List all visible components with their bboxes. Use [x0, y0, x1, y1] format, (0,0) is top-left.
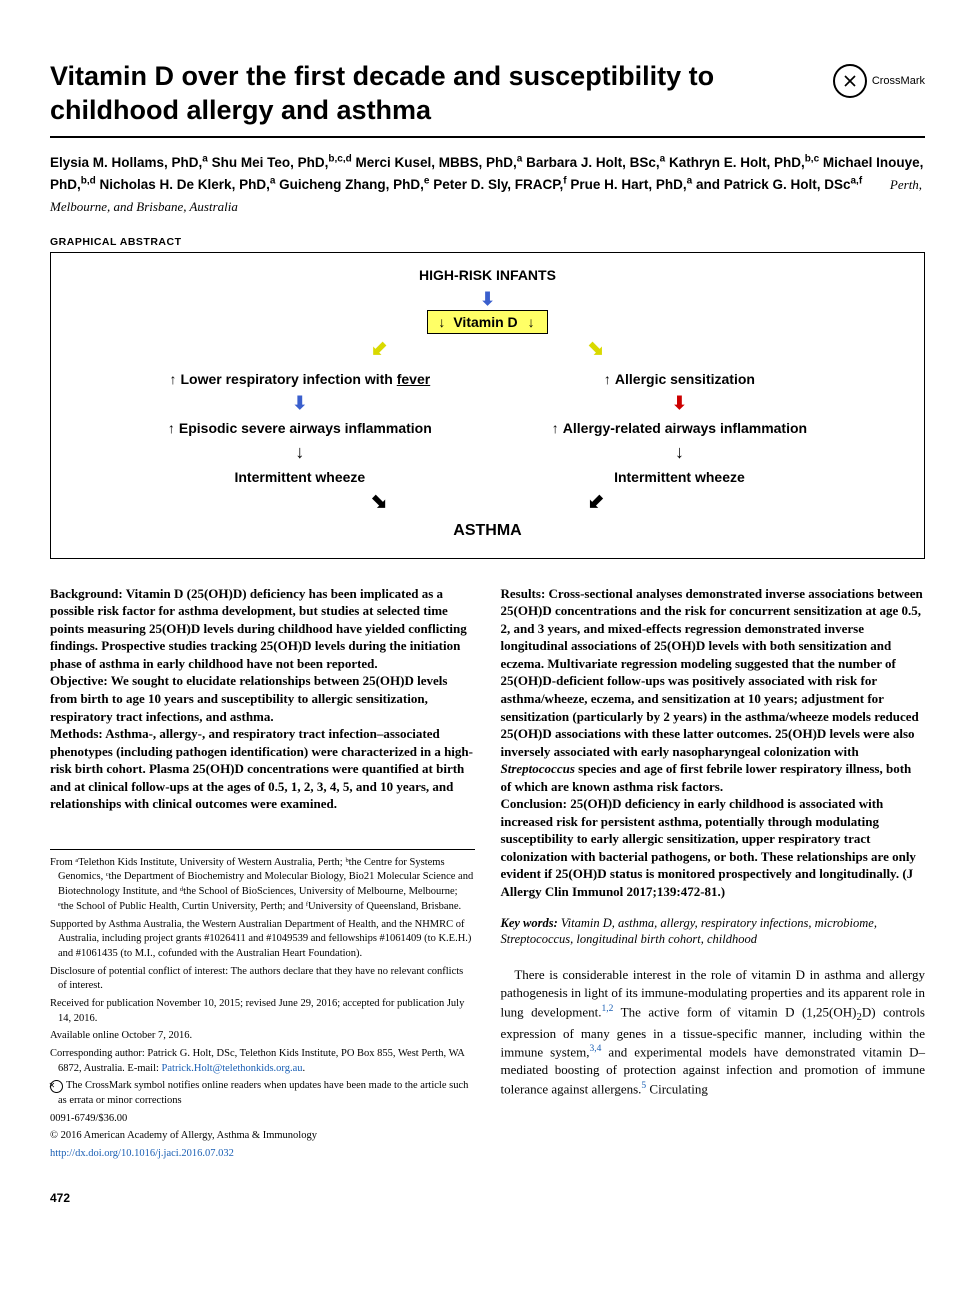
footnote-available: Available online October 7, 2016. [50, 1029, 475, 1044]
footnote-received: Received for publication November 10, 20… [50, 997, 475, 1026]
footnotes: From ᵃTelethon Kids Institute, Universit… [50, 849, 475, 1162]
doi-link[interactable]: http://dx.doi.org/10.1016/j.jaci.2016.07… [50, 1148, 234, 1159]
ga-arrow-red: ⬇ [672, 393, 687, 414]
ga-left-column: Lower respiratory infection with fever ⬇… [168, 371, 432, 485]
ga-top-label: HIGH-RISK INFANTS [61, 267, 914, 283]
footnote-supported: Supported by Asthma Australia, the Weste… [50, 918, 475, 962]
footnote-from: From ᵃTelethon Kids Institute, Universit… [50, 856, 475, 915]
crossmark-badge[interactable]: CrossMark [833, 64, 925, 98]
footnote-copyright: © 2016 American Academy of Allergy, Asth… [50, 1129, 475, 1144]
ga-arrow-down: ⬇ [61, 289, 914, 310]
intro-paragraph: There is considerable interest in the ro… [501, 966, 926, 1098]
ga-arrow-converge-right: ⬋ [588, 489, 605, 514]
footnote-disclosure: Disclosure of potential conflict of inte… [50, 965, 475, 994]
graphical-abstract-label: GRAPHICAL ABSTRACT [50, 236, 925, 248]
authors-block: Elysia M. Hollams, PhD,a Shu Mei Teo, Ph… [50, 152, 925, 218]
keywords: Key words: Vitamin D, asthma, allergy, r… [501, 915, 926, 949]
crossmark-label: CrossMark [872, 75, 925, 87]
crossmark-icon [833, 64, 867, 98]
abstract-background: Background: Vitamin D (25(OH)D) deficien… [50, 585, 475, 673]
ga-arrow-blue: ⬇ [292, 393, 307, 414]
article-title: Vitamin D over the first decade and susc… [50, 60, 821, 128]
abstract-left: Background: Vitamin D (25(OH)D) deficien… [50, 585, 475, 813]
abstract-right: Results: Cross-sectional analyses demons… [501, 585, 926, 901]
abstract-conclusion: Conclusion: 25(OH)D deficiency in early … [501, 795, 926, 900]
footnote-corresponding: Corresponding author: Patrick G. Holt, D… [50, 1047, 475, 1076]
footnote-crossmark: ✕The CrossMark symbol notifies online re… [50, 1079, 475, 1108]
ga-right-column: Allergic sensitization ⬇ Allergy-related… [552, 371, 807, 485]
abstract-results: Results: Cross-sectional analyses demons… [501, 585, 926, 796]
abstract-objective: Objective: We sought to elucidate relati… [50, 672, 475, 725]
graphical-abstract: HIGH-RISK INFANTS ⬇ Vitamin D ⬋ ⬊ Lower … [50, 252, 925, 559]
page-number: 472 [50, 1190, 475, 1206]
abstract-methods: Methods: Asthma-, allergy-, and respirat… [50, 725, 475, 813]
ga-vitamin-d-box: Vitamin D [427, 310, 547, 334]
ga-arrow-converge-left: ⬊ [371, 489, 388, 514]
title-rule [50, 136, 925, 138]
ga-arrow-yellow-left: ⬋ [371, 336, 388, 361]
ga-bottom-label: ASTHMA [61, 522, 914, 540]
footnote-issn: 0091-6749/$36.00 [50, 1112, 475, 1127]
corresponding-email-link[interactable]: Patrick.Holt@telethonkids.org.au [162, 1063, 303, 1074]
ga-arrow-yellow-right: ⬊ [588, 336, 605, 361]
